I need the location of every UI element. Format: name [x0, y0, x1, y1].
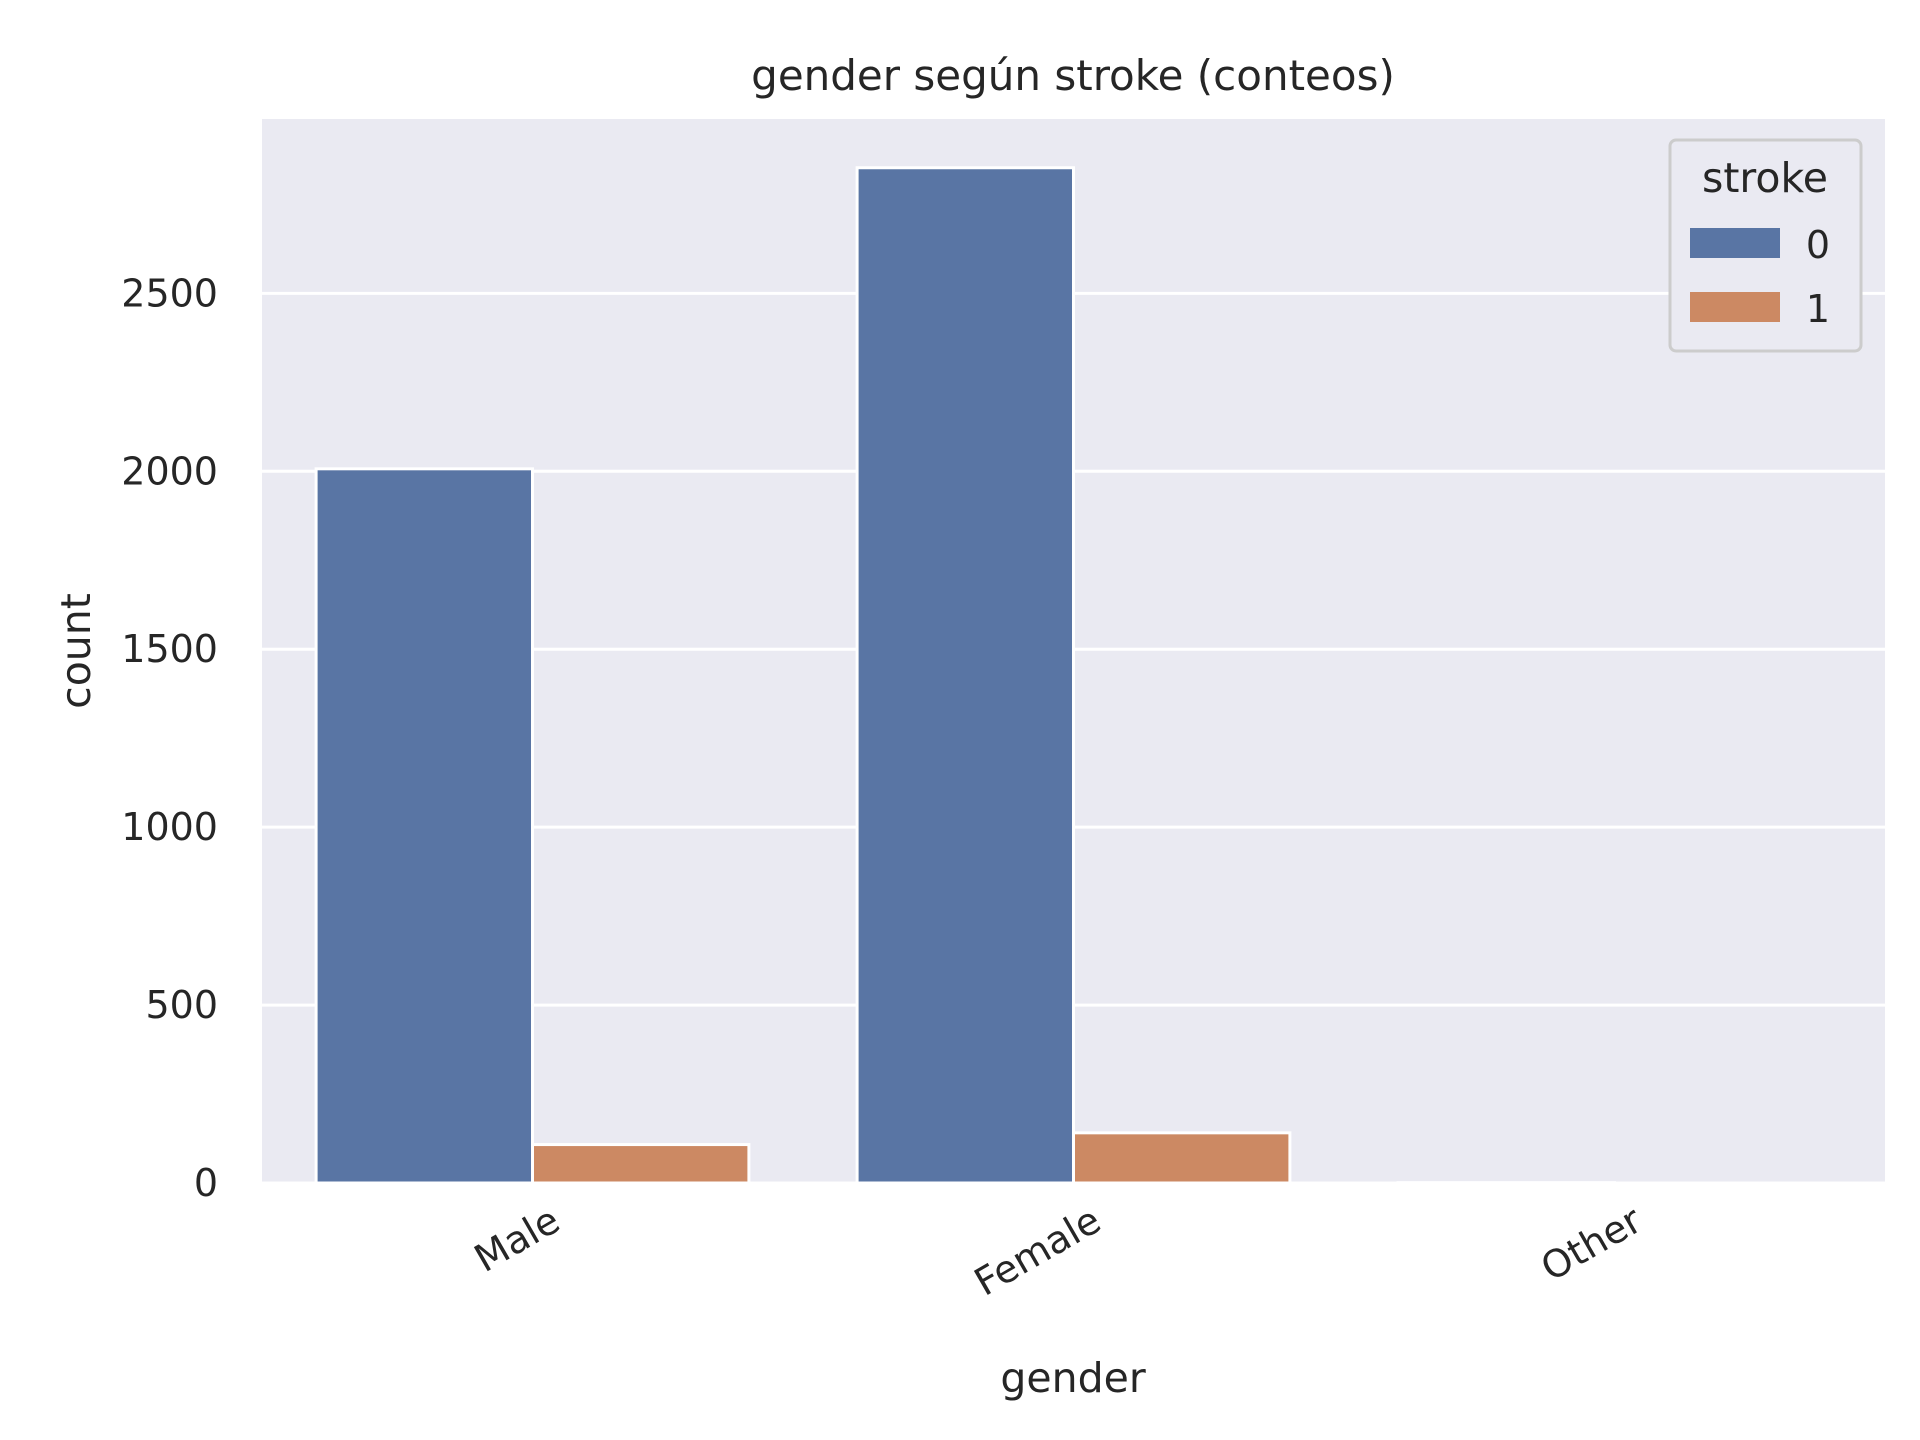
- bars: [314, 166, 1616, 1185]
- legend-swatch-0: [1690, 228, 1780, 258]
- bar-male-stroke-0: [314, 467, 534, 1185]
- x-tick-label-male: Male: [467, 1198, 567, 1281]
- legend-label-0: 0: [1806, 223, 1830, 267]
- legend-label-1: 1: [1806, 287, 1830, 331]
- y-axis-label: count: [52, 593, 100, 709]
- y-tick-label: 0: [194, 1161, 218, 1205]
- x-tick-label-other: Other: [1534, 1198, 1650, 1290]
- legend: stroke 0 1: [1668, 138, 1863, 353]
- y-tick-label: 1500: [121, 627, 218, 671]
- chart-title: gender según stroke (conteos): [751, 51, 1395, 100]
- y-tick-labels: 0 500 1000 1500 2000 2500: [121, 271, 218, 1205]
- x-tick-label-female: Female: [967, 1198, 1108, 1305]
- legend-title: stroke: [1702, 154, 1828, 202]
- y-tick-label: 2000: [121, 449, 218, 493]
- bar-male-stroke-1: [531, 1143, 751, 1185]
- y-tick-label: 1000: [121, 805, 218, 849]
- bar-female-stroke-1: [1072, 1131, 1292, 1185]
- y-tick-label: 2500: [121, 271, 218, 315]
- x-tick-labels: Male Female Other: [467, 1198, 1649, 1305]
- y-tick-label: 500: [145, 983, 218, 1027]
- bar-female-stroke-0: [855, 166, 1075, 1185]
- x-axis-label: gender: [1000, 1354, 1145, 1402]
- legend-swatch-1: [1690, 292, 1780, 322]
